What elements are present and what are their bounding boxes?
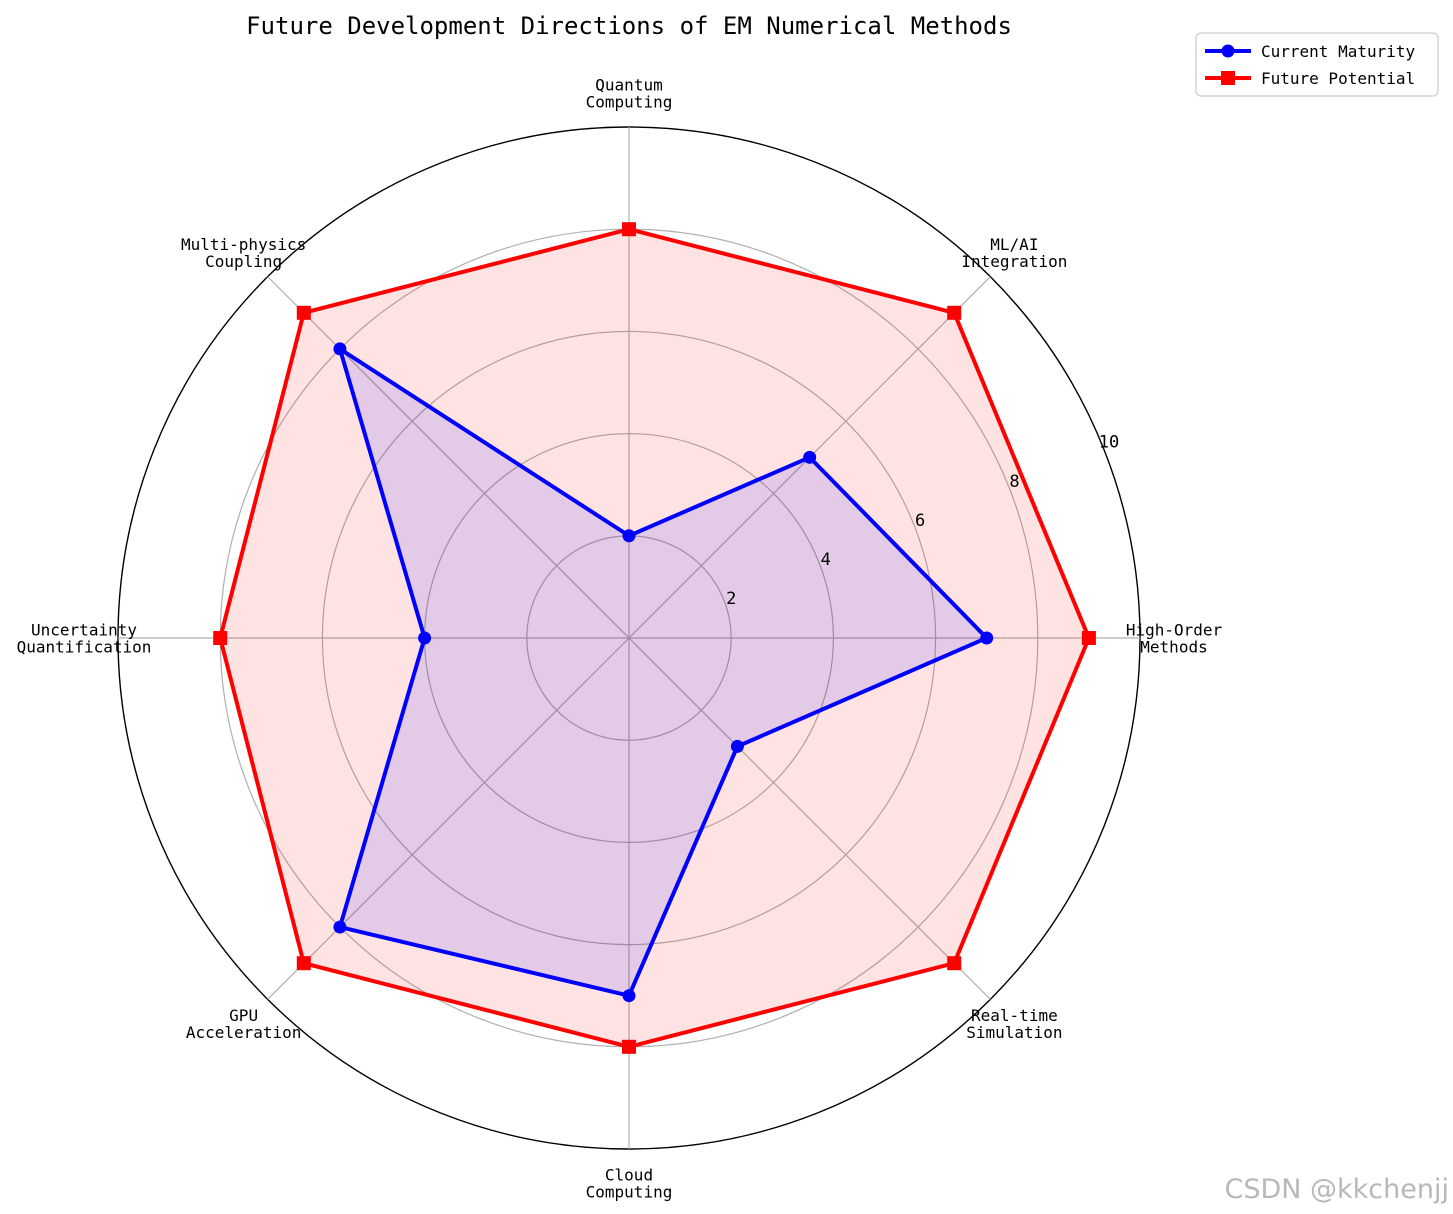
category-label-8-line-1: Real-time: [971, 1006, 1058, 1025]
chart-title: Future Development Directions of EM Nume…: [246, 12, 1012, 40]
series-1-point-7: [622, 989, 636, 1003]
series-2-point-6: [296, 956, 311, 971]
category-label-2: ML/AI Integration: [961, 235, 1067, 271]
series-2-point-8: [947, 956, 962, 971]
series-1-point-5: [418, 631, 432, 645]
series-2-point-5: [213, 631, 228, 645]
grid-spoke-6: [267, 637, 630, 1000]
category-label-1-line-1: High-Order: [1126, 621, 1223, 640]
category-label-4-line-2: Coupling: [205, 252, 282, 271]
series-2-point-4: [296, 305, 311, 320]
category-label-7-line-1: Cloud: [605, 1166, 653, 1185]
legend-marker-2: [1221, 71, 1235, 85]
category-label-7-line-2: Computing: [586, 1183, 673, 1202]
grid-spoke-8: [628, 637, 991, 1000]
category-label-8-line-2: Simulation: [966, 1023, 1062, 1042]
category-label-6: GPU Acceleration: [186, 1006, 302, 1042]
category-label-5: Uncertainty Quantification: [17, 621, 152, 657]
r-tick-label-3: 6: [915, 511, 925, 531]
series-1-point-8: [730, 739, 744, 753]
radial-tick-labels: 2 4 6 8 10: [726, 433, 1119, 609]
legend-box: [1195, 32, 1439, 97]
grid-spoke-4: [267, 276, 630, 639]
category-labels: High-Order Methods ML/AI Integration Quantum…: [17, 76, 1223, 1202]
series-1-point-6: [333, 920, 347, 934]
category-label-6-line-1: GPU: [229, 1006, 258, 1025]
category-label-1-line-2: Methods: [1140, 638, 1207, 657]
category-label-3-line-2: Computing: [586, 93, 673, 112]
series-1-point-1: [980, 631, 994, 645]
legend-label-2: Future Potential: [1261, 69, 1415, 88]
category-label-4: Multi-physics Coupling: [181, 235, 306, 271]
category-label-1: High-Order Methods: [1126, 621, 1223, 657]
category-label-3-line-1: Quantum: [595, 76, 662, 95]
category-label-6-line-2: Acceleration: [186, 1023, 302, 1042]
r-tick-label-5: 10: [1099, 433, 1119, 453]
category-label-5-line-1: Uncertainty: [31, 621, 137, 640]
r-tick-label-2: 4: [821, 550, 831, 570]
legend-label-1: Current Maturity: [1261, 42, 1415, 61]
category-label-3: Quantum Computing: [586, 76, 673, 112]
series-1-point-3: [622, 529, 636, 543]
r-tick-label-4: 8: [1009, 472, 1019, 492]
series-2-point-1: [1081, 631, 1096, 645]
category-label-8: Real-time Simulation: [966, 1006, 1062, 1042]
category-label-2-line-1: ML/AI: [990, 235, 1038, 254]
legend-marker-1: [1221, 44, 1235, 58]
series-fill-2: [220, 229, 1089, 1047]
series-layer: [213, 222, 1096, 1054]
series-2-point-7: [622, 1039, 636, 1054]
series-2-point-3: [622, 222, 636, 237]
legend: Current Maturity Future Potential: [1195, 32, 1439, 97]
series-1-point-4: [333, 342, 347, 356]
category-label-7: Cloud Computing: [586, 1166, 673, 1202]
r-tick-label-1: 2: [726, 589, 736, 609]
category-label-5-line-2: Quantification: [17, 638, 152, 657]
category-label-2-line-2: Integration: [961, 252, 1067, 271]
category-label-4-line-1: Multi-physics: [181, 235, 306, 254]
series-2-point-2: [947, 305, 962, 320]
series-1-point-2: [803, 450, 817, 464]
series-fill-1: [339, 348, 987, 996]
watermark: CSDN @kkchenjj: [1224, 1174, 1449, 1205]
